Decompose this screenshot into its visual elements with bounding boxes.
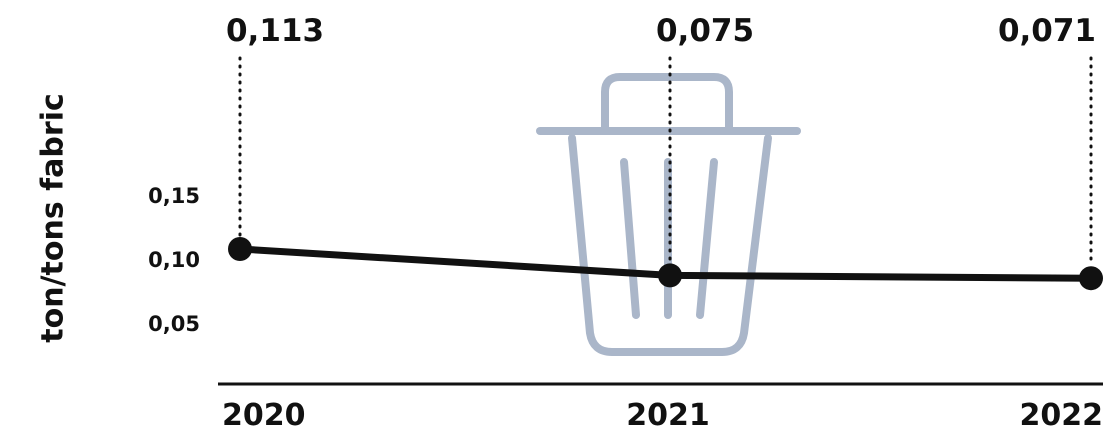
data-point-2022 xyxy=(1079,266,1103,291)
data-label-2021: 0,075 xyxy=(656,13,754,49)
trash-bin-icon xyxy=(536,73,801,356)
y-tick-label-2: 0,05 xyxy=(148,312,200,336)
y-tick-label-1: 0,10 xyxy=(148,248,200,272)
data-point-2020 xyxy=(228,237,252,261)
x-tick-label-0: 2020 xyxy=(222,398,306,429)
data-point-2021 xyxy=(658,263,682,288)
x-tick-label-2: 2022 xyxy=(1020,398,1103,429)
data-label-2022: 0,071 xyxy=(998,13,1096,49)
data-label-2020: 0,113 xyxy=(226,13,324,49)
y-axis-label: ton/tons fabric xyxy=(36,93,71,343)
y-tick-label-0: 0,15 xyxy=(148,184,200,208)
x-tick-label-1: 2021 xyxy=(626,398,710,429)
